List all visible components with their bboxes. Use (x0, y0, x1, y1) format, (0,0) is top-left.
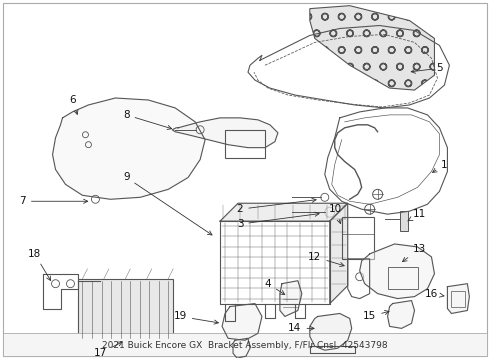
Text: 9: 9 (123, 172, 212, 235)
Bar (78, 279, 173, 340)
Text: 15: 15 (363, 310, 389, 321)
Bar (342, 217, 374, 259)
Text: 3: 3 (237, 212, 319, 229)
Polygon shape (310, 6, 435, 90)
Polygon shape (172, 118, 278, 148)
Polygon shape (220, 203, 348, 221)
Bar (2, 333, 488, 356)
Bar (451, 291, 466, 306)
Bar (225, 130, 265, 158)
Text: 10: 10 (329, 204, 343, 224)
Bar (388, 267, 417, 289)
Polygon shape (52, 98, 205, 199)
Polygon shape (388, 301, 415, 328)
Polygon shape (233, 338, 250, 358)
Text: 14: 14 (288, 323, 314, 333)
Text: 13: 13 (402, 244, 426, 262)
Text: 12: 12 (308, 252, 344, 266)
Polygon shape (222, 303, 262, 340)
Bar (399, 211, 408, 231)
Text: 4: 4 (265, 279, 285, 294)
Text: 17: 17 (94, 342, 122, 358)
Text: 11: 11 (408, 209, 426, 221)
Text: 2: 2 (237, 198, 316, 214)
Text: 7: 7 (19, 196, 88, 206)
Text: 19: 19 (173, 311, 219, 324)
Text: 1: 1 (433, 159, 448, 172)
Text: 2021 Buick Encore GX  Bracket Assembly, F/Flr Cnsl  42543798: 2021 Buick Encore GX Bracket Assembly, F… (102, 341, 388, 350)
Text: 16: 16 (425, 289, 444, 298)
Polygon shape (330, 203, 348, 303)
Polygon shape (360, 244, 435, 298)
Text: 18: 18 (28, 249, 50, 280)
Polygon shape (280, 281, 302, 316)
Text: 5: 5 (411, 63, 443, 73)
Polygon shape (310, 314, 352, 350)
Polygon shape (447, 284, 469, 314)
Text: 6: 6 (69, 95, 78, 114)
Text: 8: 8 (123, 110, 172, 130)
